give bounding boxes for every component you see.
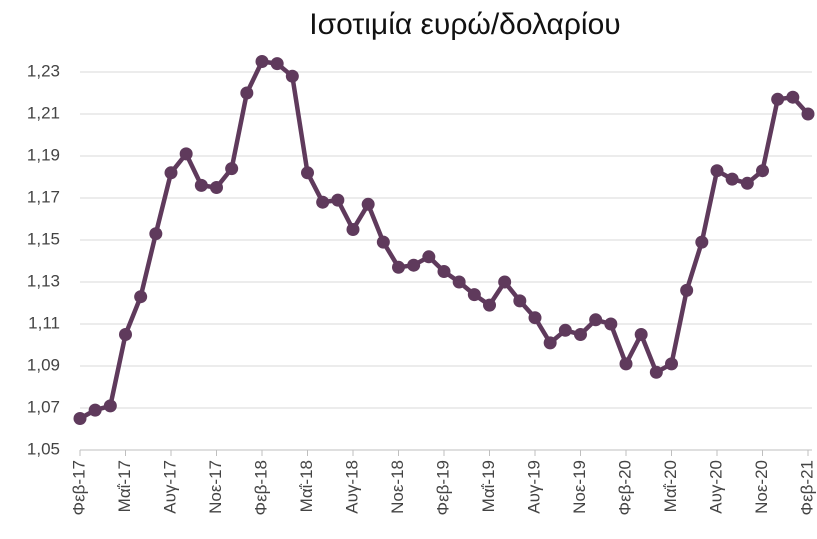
y-tick-label: 1,21 xyxy=(27,103,60,122)
marker xyxy=(392,260,405,274)
marker xyxy=(695,235,709,249)
marker xyxy=(483,298,496,312)
y-tick-label: 1,07 xyxy=(27,397,60,416)
marker xyxy=(649,365,663,379)
marker xyxy=(801,107,815,121)
marker xyxy=(346,223,360,236)
marker xyxy=(437,265,451,278)
x-tick-label: Αυγ-18 xyxy=(342,460,361,514)
y-tick-label: 1,23 xyxy=(27,61,60,80)
marker xyxy=(225,162,239,176)
marker xyxy=(331,193,345,207)
marker xyxy=(240,86,254,100)
x-tick-label: Μαΐ-19 xyxy=(479,460,498,512)
marker xyxy=(285,69,299,83)
marker xyxy=(543,336,557,350)
x-tick-label: Νοε-17 xyxy=(206,460,225,514)
marker xyxy=(301,166,314,180)
marker xyxy=(88,403,102,417)
marker xyxy=(134,290,148,304)
marker xyxy=(164,166,178,180)
marker xyxy=(740,176,754,190)
marker xyxy=(771,92,785,106)
marker xyxy=(316,195,330,209)
y-tick-label: 1,11 xyxy=(28,313,60,332)
y-tick-label: 1,17 xyxy=(27,187,60,206)
marker xyxy=(604,317,618,331)
marker xyxy=(255,55,269,68)
x-tick-label: Νοε-20 xyxy=(752,460,771,514)
marker xyxy=(194,178,208,192)
chart-title: Ισοτιμία ευρώ/δολαρίου xyxy=(309,8,620,41)
marker xyxy=(376,235,390,249)
marker xyxy=(589,313,603,327)
x-tick-label: Νοε-18 xyxy=(388,460,407,514)
x-tick-label: Φεβ-21 xyxy=(797,460,816,516)
y-tick-label: 1,05 xyxy=(27,439,60,458)
x-tick-label: Μαΐ-20 xyxy=(661,460,680,512)
marker xyxy=(513,294,527,308)
x-tick-label: Αυγ-20 xyxy=(706,460,725,514)
marker xyxy=(498,275,512,289)
marker xyxy=(452,275,466,289)
marker xyxy=(756,164,769,178)
marker xyxy=(558,323,572,337)
marker xyxy=(422,250,436,264)
marker xyxy=(149,227,163,241)
marker xyxy=(407,258,421,272)
marker xyxy=(680,283,694,297)
marker xyxy=(619,357,633,371)
x-tick-label: Μαΐ-18 xyxy=(297,460,316,512)
marker xyxy=(725,172,739,186)
y-tick-label: 1,15 xyxy=(27,229,60,248)
marker xyxy=(710,164,724,178)
x-tick-label: Αυγ-19 xyxy=(524,460,543,514)
x-tick-label: Φεβ-20 xyxy=(615,460,634,516)
y-tick-label: 1,09 xyxy=(27,355,60,374)
marker xyxy=(528,311,542,325)
x-tick-label: Νοε-19 xyxy=(570,460,589,514)
marker xyxy=(786,90,800,104)
marker xyxy=(665,357,678,371)
marker xyxy=(270,57,284,71)
marker xyxy=(467,288,481,302)
y-tick-label: 1,19 xyxy=(27,145,60,164)
marker xyxy=(210,181,223,194)
marker xyxy=(119,328,132,341)
marker xyxy=(361,197,375,211)
x-tick-label: Φεβ-19 xyxy=(433,460,452,516)
x-tick-label: Φεβ-18 xyxy=(251,460,270,516)
y-tick-label: 1,13 xyxy=(27,271,60,290)
x-tick-label: Αυγ-17 xyxy=(160,460,179,514)
marker xyxy=(574,328,587,341)
marker xyxy=(634,328,648,341)
x-tick-label: Μαΐ-17 xyxy=(115,460,134,512)
marker xyxy=(73,412,87,425)
marker xyxy=(179,147,193,161)
marker xyxy=(103,399,117,413)
x-tick-label: Φεβ-17 xyxy=(69,460,88,516)
